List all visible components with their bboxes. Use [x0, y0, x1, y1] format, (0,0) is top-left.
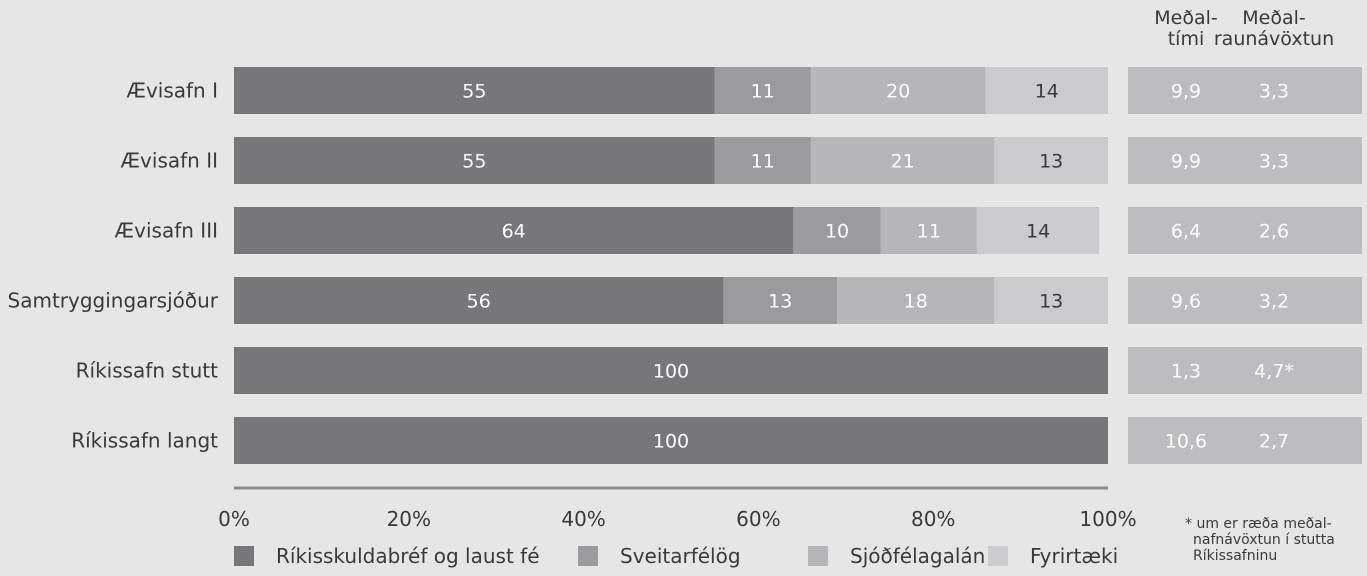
bar-value-label: 10: [825, 221, 849, 243]
table-value: 3,2: [1259, 291, 1289, 313]
bar-segment: [234, 67, 715, 114]
legend-swatch: [578, 546, 598, 566]
bar-segment: [234, 137, 715, 184]
table-value: 2,7: [1259, 431, 1289, 453]
x-tick-label: 0%: [218, 507, 250, 531]
table-cell-box: [1128, 347, 1362, 394]
legend-swatch: [808, 546, 828, 566]
legend-swatch: [988, 546, 1008, 566]
table-value: 9,9: [1171, 81, 1201, 103]
bar-value-label: 14: [1035, 81, 1059, 103]
legend-label: Fyrirtæki: [1030, 544, 1118, 568]
bar-segment: [714, 67, 811, 114]
bar-value-label: 100: [653, 431, 689, 453]
bar-value-label: 21: [891, 151, 915, 173]
category-label: Ríkissafn stutt: [76, 359, 219, 383]
bar-value-label: 100: [653, 361, 689, 383]
bar-value-label: 13: [1039, 151, 1063, 173]
bar-value-label: 11: [917, 221, 941, 243]
category-label: Ríkissafn langt: [71, 429, 218, 453]
x-tick-label: 60%: [736, 507, 780, 531]
category-label: Samtryggingarsjóður: [8, 289, 219, 313]
table-value: 3,3: [1259, 151, 1289, 173]
footnote-text: * um er ræða meðal-: [1185, 516, 1332, 532]
x-tick-label: 40%: [561, 507, 605, 531]
table-value: 2,6: [1259, 221, 1289, 243]
category-label: Ævisafn II: [121, 149, 218, 173]
bar-value-label: 55: [462, 81, 486, 103]
table-header: raunávöxtun: [1214, 28, 1334, 50]
table-value: 9,9: [1171, 151, 1201, 173]
table-value: 9,6: [1171, 291, 1201, 313]
table-value: 3,3: [1259, 81, 1289, 103]
bar-segment: [994, 277, 1108, 324]
bar-segment: [985, 67, 1108, 114]
table-value: 6,4: [1171, 221, 1201, 243]
bar-segment: [810, 67, 986, 114]
bar-value-label: 64: [502, 221, 526, 243]
legend-label: Sveitarfélög: [620, 544, 741, 568]
bar-segment: [793, 207, 881, 254]
x-tick-label: 20%: [387, 507, 431, 531]
bar-segment: [880, 207, 977, 254]
x-tick-label: 100%: [1079, 507, 1136, 531]
bar-value-label: 13: [768, 291, 792, 313]
table-value: 1,3: [1171, 361, 1201, 383]
bar-segment: [837, 277, 995, 324]
footnote-text: nafnávöxtun í stutta: [1193, 532, 1335, 548]
x-tick-label: 80%: [911, 507, 955, 531]
category-label: Ævisafn III: [115, 219, 218, 243]
table-header: Meðal-: [1242, 7, 1306, 29]
table-value: 4,7*: [1254, 361, 1294, 383]
bar-value-label: 20: [886, 81, 910, 103]
bar-value-label: 56: [467, 291, 491, 313]
bar-segment: [714, 137, 811, 184]
category-label: Ævisafn I: [126, 79, 218, 103]
table-cell-box: [1128, 207, 1362, 254]
table-value: 10,6: [1165, 431, 1207, 453]
bar-value-label: 18: [904, 291, 928, 313]
bar-segment: [994, 137, 1108, 184]
bar-segment: [723, 277, 838, 324]
legend-swatch: [234, 546, 254, 566]
legend-label: Ríkisskuldabréf og laust fé: [276, 544, 540, 568]
table-header: tími: [1168, 28, 1205, 50]
bar-segment: [234, 347, 1108, 394]
bar-segment: [234, 207, 794, 254]
footnote-text: Ríkissafninu: [1193, 548, 1277, 564]
table-cell-box: [1128, 277, 1362, 324]
table-cell-box: [1128, 417, 1362, 464]
bar-segment: [976, 207, 1100, 254]
bar-segment: [234, 277, 724, 324]
bar-value-label: 13: [1039, 291, 1063, 313]
table-cell-box: [1128, 137, 1362, 184]
table-header: Meðal-: [1154, 7, 1218, 29]
bar-value-label: 14: [1026, 221, 1050, 243]
bar-segment: [810, 137, 995, 184]
bar-segment: [234, 417, 1108, 464]
table-cell-box: [1128, 67, 1362, 114]
bar-value-label: 55: [462, 151, 486, 173]
legend-label: Sjóðfélagalán: [850, 544, 985, 568]
bar-value-label: 11: [751, 151, 775, 173]
bar-value-label: 11: [751, 81, 775, 103]
